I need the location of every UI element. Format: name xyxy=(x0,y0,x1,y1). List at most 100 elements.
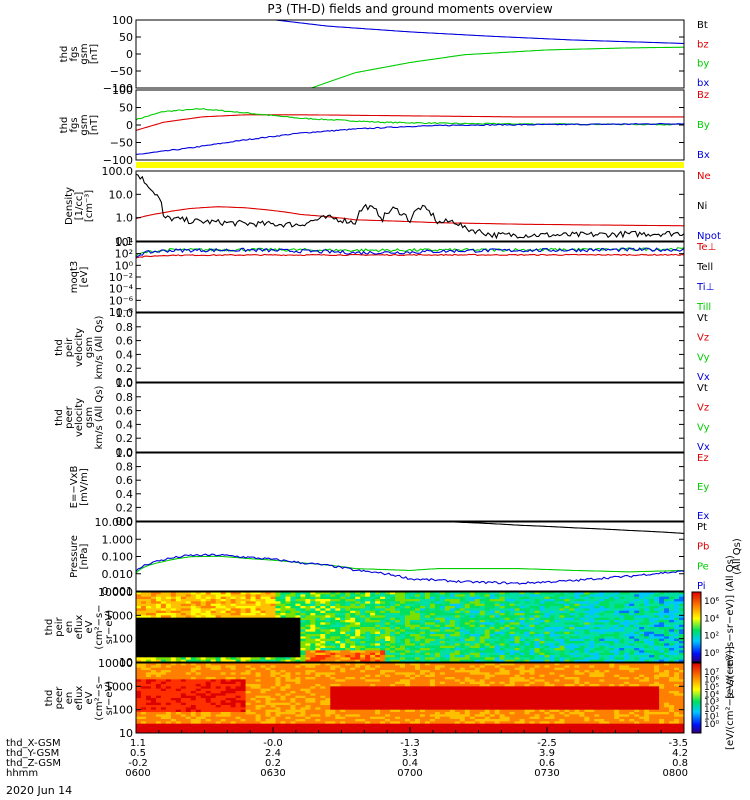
y-tick-label: −100 xyxy=(103,82,133,95)
legend-entry: Pi xyxy=(697,581,706,592)
panel-frame xyxy=(135,241,685,313)
legend-pressure: Pt Pb Pe Pi xyxy=(697,522,709,592)
y-axis-label: eV xyxy=(84,691,95,704)
legend-efield: Ez Ey Ex xyxy=(697,453,709,522)
x-tick-value: 0.2 xyxy=(265,758,281,769)
y-axis-label: gsm xyxy=(84,337,95,358)
y-tick-label: 0 xyxy=(126,119,133,132)
y-axis-label: [eV] xyxy=(79,267,90,288)
x-tick-value: 3.9 xyxy=(539,748,555,759)
x-tick-value: 0.4 xyxy=(402,758,418,769)
legend-entry: Ex xyxy=(697,511,709,522)
y-axis-label: peir xyxy=(64,337,75,357)
y-axis-label: E=−VxB xyxy=(69,466,80,509)
legend-entry: Vx xyxy=(697,442,710,453)
legend-peir_velocity: Vt Vz Vy Vx xyxy=(697,313,710,383)
x-tick-value: 0800 xyxy=(663,768,688,779)
colorbar-tick-label: 10³ xyxy=(704,698,719,708)
y-tick-label: 100 xyxy=(112,633,133,646)
y-tick-label: 0.0 xyxy=(116,376,134,389)
y-tick-label: 1000 xyxy=(105,680,133,693)
y-tick-label: 10 xyxy=(119,727,133,740)
y-tick-label: 0.4 xyxy=(116,488,134,501)
x-axis-row-label: thd_Z-GSM xyxy=(6,758,61,769)
colorbar-tick-label: 10² xyxy=(704,632,719,642)
legend-entry: Vy xyxy=(697,422,710,433)
series-line-fgs_zoom-1 xyxy=(311,46,684,89)
legend-entry: Till xyxy=(696,302,711,313)
y-axis-label: eflux xyxy=(74,686,85,711)
y-tick-label: 0.2 xyxy=(116,362,134,375)
y-tick-label: 1.0 xyxy=(116,447,134,460)
date-label: 2020 Jun 14 xyxy=(6,784,72,797)
legend-entry: Ey xyxy=(697,482,709,493)
y-tick-label: 10.0 xyxy=(109,188,134,201)
legend-entry: bz xyxy=(697,39,709,50)
x-tick-value: 0.5 xyxy=(130,748,146,759)
legend-entry: Bt xyxy=(697,20,708,31)
x-tick-value: -3.5 xyxy=(668,738,688,749)
legend-entry: Te⊥ xyxy=(696,242,716,253)
y-tick-label: 0.0 xyxy=(116,446,134,459)
right-axis-label: (All Qs) xyxy=(732,538,743,575)
x-tick-value: 0.8 xyxy=(672,758,688,769)
panel-frame xyxy=(135,382,685,453)
legend-entry: Vz xyxy=(697,333,709,344)
y-axis-label: velocity xyxy=(74,398,85,437)
y-tick-label: 1.0 xyxy=(116,212,134,225)
legend-moments_t: Te⊥ Tell Ti⊥ Till xyxy=(696,242,716,313)
legend-entry: Ne xyxy=(697,171,711,182)
y-axis-label: eflux xyxy=(74,615,85,640)
y-tick-label: 0.6 xyxy=(116,405,134,418)
y-axis-label: (cm²−s− xyxy=(94,604,105,649)
colorbar-tick-label: 10⁷ xyxy=(704,668,719,678)
x-tick-value: 2.4 xyxy=(265,748,281,759)
legend-entry: Bz xyxy=(697,90,709,101)
y-tick-label: 10⁰ xyxy=(115,259,134,272)
y-tick-label: 10000 xyxy=(98,586,133,599)
colorbar-label: [eV/(cm²−s−sr−eV)] xyxy=(725,646,736,750)
legend-entry: Ti⊥ xyxy=(696,282,714,293)
y-tick-label: 0.100 xyxy=(102,551,134,564)
y-axis-label: fgs xyxy=(69,117,80,132)
y-axis-label: Density xyxy=(64,187,75,225)
legend-density: Ne Ni Npot xyxy=(697,171,721,242)
x-tick-value: 0600 xyxy=(125,768,150,779)
y-axis-label: gsm xyxy=(84,407,95,428)
y-tick-label: 10000 xyxy=(98,657,133,670)
y-tick-label: 10⁻² xyxy=(109,271,133,284)
panel-frame xyxy=(135,170,685,242)
legend-entry: Vy xyxy=(697,352,710,363)
y-tick-label: 100 xyxy=(112,704,133,717)
y-axis-label: thd xyxy=(44,619,55,636)
colorbar-tick-label: 10⁶ xyxy=(704,675,719,685)
x-axis-row-label: thd_Y-GSM xyxy=(6,748,59,759)
figure-title: P3 (TH-D) fields and ground moments over… xyxy=(267,2,552,16)
y-axis-label: peer xyxy=(64,405,75,429)
y-axis-label: [nT] xyxy=(89,44,100,64)
series-line-moments_t-2 xyxy=(135,247,685,258)
y-axis-label: velocity xyxy=(74,328,85,367)
y-axis-label: eV xyxy=(84,620,95,633)
x-axis-row-label: hhmm xyxy=(6,768,38,779)
y-tick-label: 10² xyxy=(115,248,133,261)
legend-entry: Vt xyxy=(697,313,708,324)
y-tick-label: 0.6 xyxy=(116,335,134,348)
y-tick-label: 0.0 xyxy=(116,515,134,528)
panel-frame xyxy=(135,591,685,663)
y-axis-label: en xyxy=(64,692,75,705)
series-line-fgs_zoom-0 xyxy=(275,19,685,45)
series-line-pressure-0 xyxy=(453,521,684,534)
colorbar-tick-label: 10² xyxy=(704,705,719,715)
legend-entry: by xyxy=(697,59,709,70)
y-tick-label: 50 xyxy=(119,102,133,115)
y-tick-label: 0.1 xyxy=(116,235,134,248)
legend-entry: Tell xyxy=(696,262,713,273)
panel-fgs: 100 50 0 −50 −100 thd fgs gsm [nT] Bz By Bx xyxy=(59,84,710,167)
